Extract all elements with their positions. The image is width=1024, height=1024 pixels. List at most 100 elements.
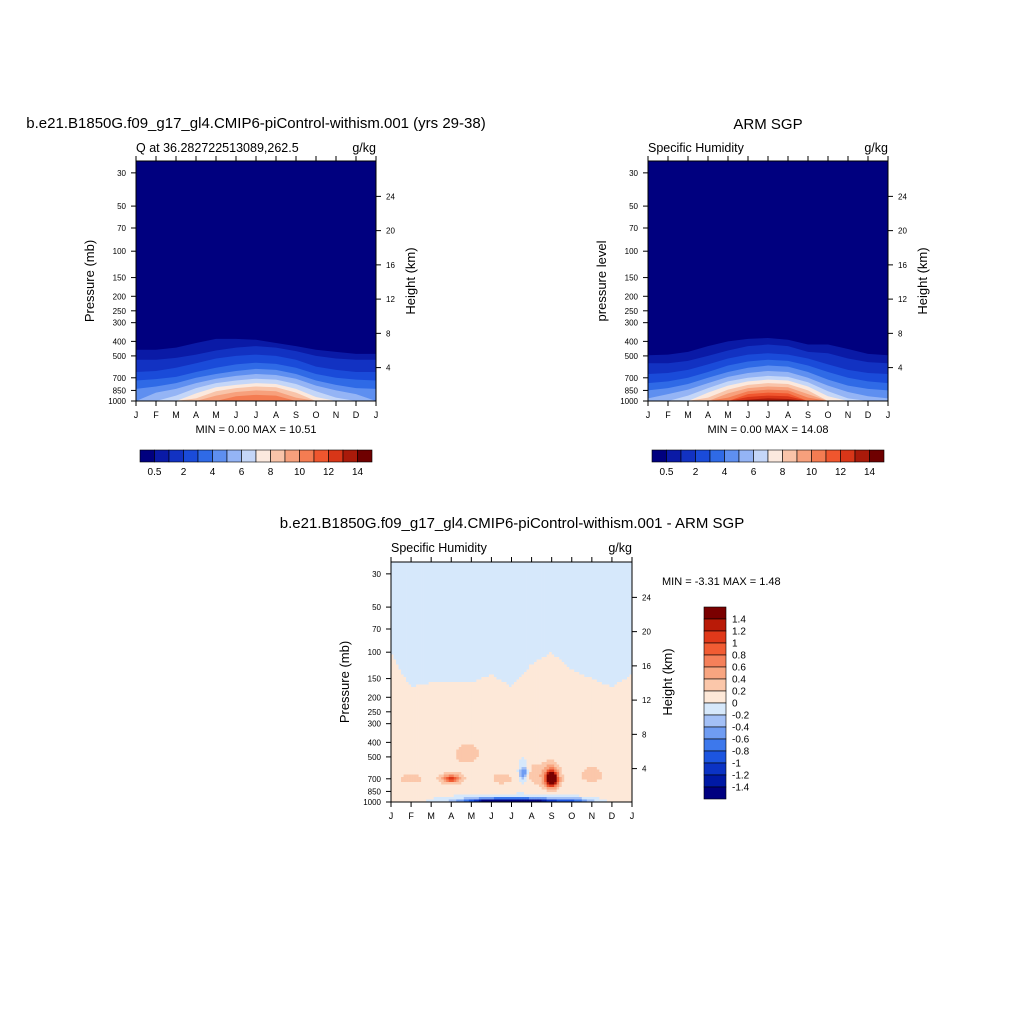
contour-cell xyxy=(428,634,432,638)
contour-cell xyxy=(609,639,613,643)
contour-cell xyxy=(546,579,550,583)
contour-cell xyxy=(441,622,445,625)
contour-cell xyxy=(423,647,427,650)
contour-cell xyxy=(508,674,512,678)
contour-cell xyxy=(569,669,573,673)
contour-cell xyxy=(609,562,613,565)
contour-cell xyxy=(619,599,623,603)
contour-cell xyxy=(493,649,497,653)
contour-cell xyxy=(521,619,525,623)
contour-cell xyxy=(546,682,550,685)
contour-cell xyxy=(458,567,462,570)
contour-cell xyxy=(406,667,409,670)
contour-cell xyxy=(438,587,442,590)
contour-cell xyxy=(559,677,563,680)
contour-cell xyxy=(604,634,608,638)
contour-cell xyxy=(471,657,475,660)
contour-cell xyxy=(544,647,547,650)
contour-cell xyxy=(468,612,472,615)
contour-cell xyxy=(586,562,590,565)
contour-cell xyxy=(559,637,563,640)
contour-cell xyxy=(436,649,439,653)
contour-cell xyxy=(498,619,502,623)
contour-cell xyxy=(601,674,605,678)
contour-cell xyxy=(629,609,632,613)
contour-cell xyxy=(473,652,477,655)
contour-cell xyxy=(609,607,613,610)
contour-cell xyxy=(541,602,545,605)
contour-cell xyxy=(433,662,437,665)
contour-cell xyxy=(428,664,432,668)
contour-cell xyxy=(451,622,455,625)
contour-cell xyxy=(524,662,527,665)
contour-cell xyxy=(478,629,482,633)
contour-cell xyxy=(516,634,520,638)
contour-cell xyxy=(448,634,452,638)
contour-cell xyxy=(581,569,585,573)
contour-cell xyxy=(486,587,490,590)
contour-cell xyxy=(536,682,540,685)
contour-cell xyxy=(609,594,613,598)
contour-cell xyxy=(534,659,537,663)
contour-cell xyxy=(581,609,585,613)
contour-cell xyxy=(446,684,450,688)
contour-cell xyxy=(496,634,500,638)
contour-cell xyxy=(463,657,467,660)
contour-cell xyxy=(546,677,550,680)
contour-cell xyxy=(466,682,470,685)
contour-cell xyxy=(519,677,522,680)
contour-cell xyxy=(423,664,427,668)
contour-cell xyxy=(554,569,557,573)
contour-cell xyxy=(546,602,550,605)
contour-cell xyxy=(519,569,522,573)
contour-cell xyxy=(616,599,620,603)
contour-cell xyxy=(456,632,460,635)
contour-cell xyxy=(524,642,527,645)
y-tick-label: 70 xyxy=(629,224,638,233)
colorbar-box xyxy=(753,449,769,463)
contour-cell xyxy=(529,677,532,680)
contour-cell xyxy=(491,682,495,685)
contour-cell xyxy=(403,602,407,605)
contour-cell xyxy=(431,619,434,623)
contour-cell xyxy=(401,569,404,573)
contour-cell xyxy=(614,619,618,623)
contour-cell xyxy=(531,562,535,565)
contour-cell xyxy=(481,594,485,598)
contour-cell xyxy=(421,619,424,623)
contour-cell xyxy=(456,579,460,583)
contour-cell xyxy=(476,684,480,688)
contour-cell xyxy=(426,657,429,660)
contour-cell xyxy=(403,662,407,665)
contour-cell xyxy=(519,609,522,613)
contour-cell xyxy=(396,644,399,648)
contour-cell xyxy=(604,582,608,585)
contour-cell xyxy=(473,632,477,635)
contour-cell xyxy=(476,564,480,568)
contour-cell xyxy=(481,609,485,613)
contour-cell xyxy=(491,622,495,625)
contour-cell xyxy=(614,612,618,615)
contour-cell xyxy=(441,599,445,603)
contour-cell xyxy=(564,634,568,638)
contour-cell xyxy=(436,597,439,600)
contour-cell xyxy=(398,609,402,613)
contour-cell xyxy=(401,649,404,653)
contour-cell xyxy=(586,614,590,618)
contour-cell xyxy=(546,597,550,600)
contour-cell xyxy=(616,577,620,580)
contour-cell xyxy=(476,572,480,575)
contour-cell xyxy=(493,587,497,590)
contour-cell xyxy=(626,602,630,605)
contour-cell xyxy=(534,592,537,595)
contour-cell xyxy=(451,639,455,643)
contour-cell xyxy=(401,617,404,620)
contour-cell xyxy=(463,564,467,568)
contour-cell xyxy=(493,657,497,660)
contour-cell xyxy=(609,582,613,585)
contour-cell xyxy=(539,624,542,628)
contour-cell xyxy=(393,599,397,603)
contour-cell xyxy=(428,602,432,605)
contour-cell xyxy=(481,679,485,683)
contour-cell xyxy=(428,599,432,603)
